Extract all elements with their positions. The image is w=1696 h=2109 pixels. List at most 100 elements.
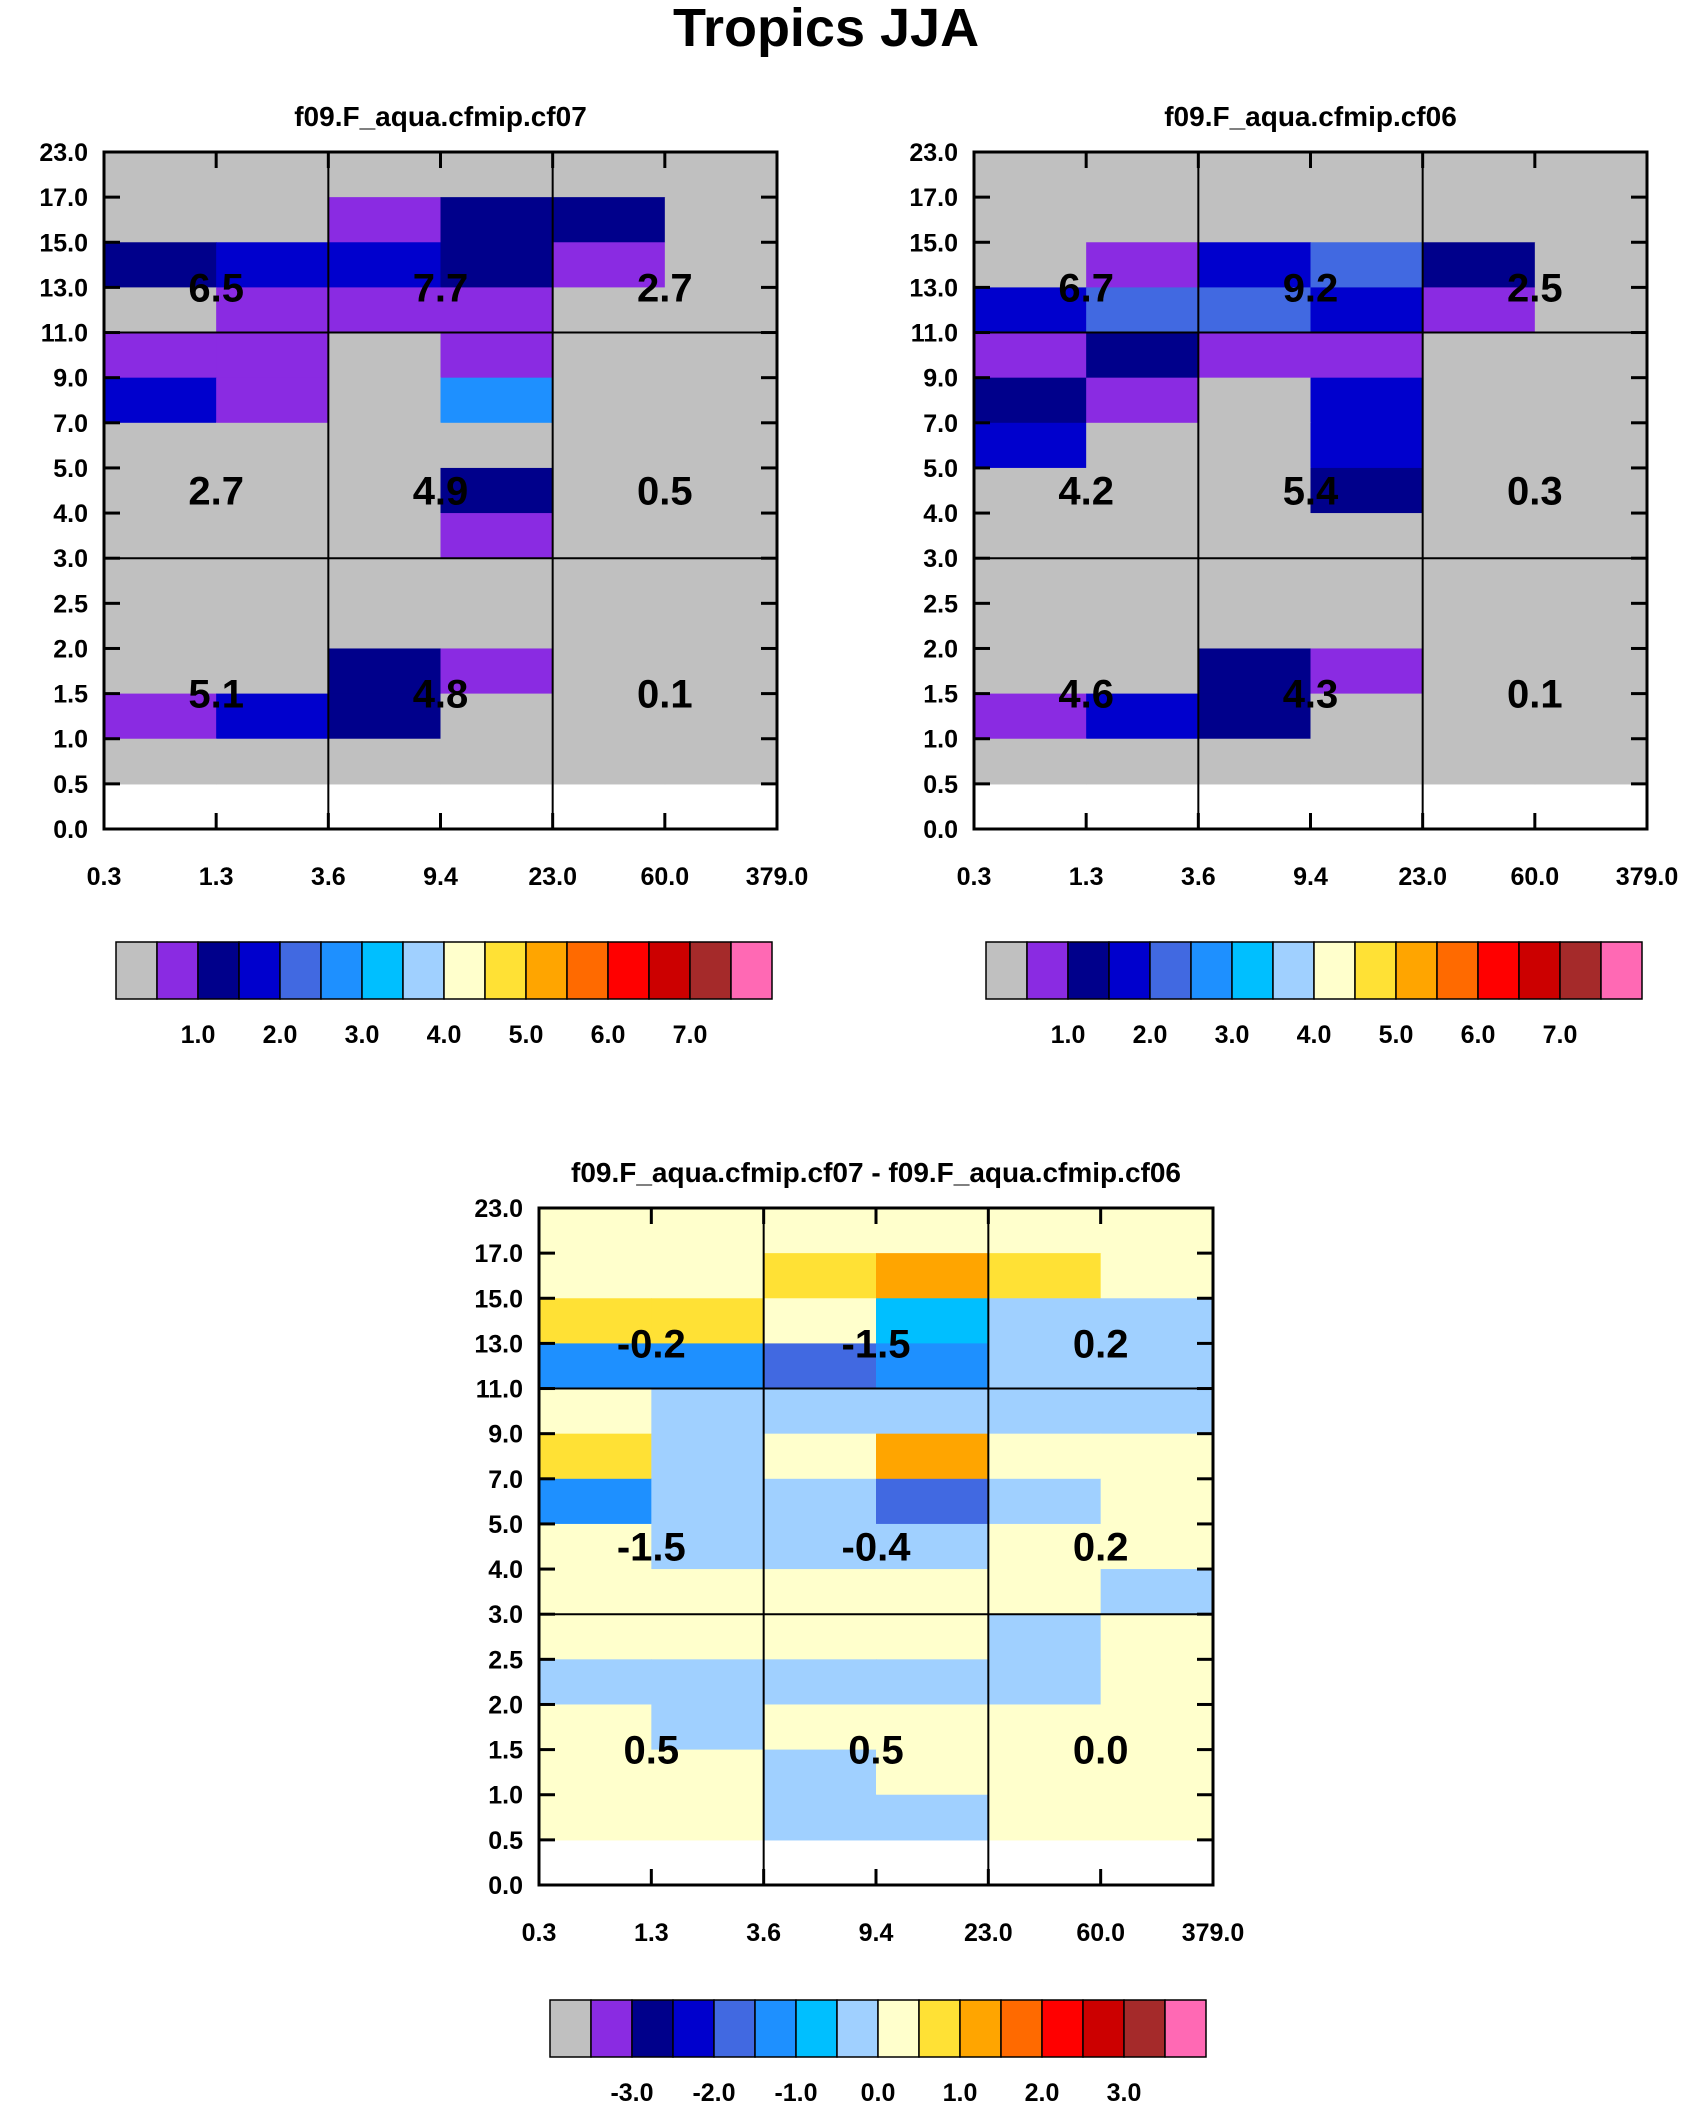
- colorbar-swatch: [525, 941, 568, 1000]
- colorbar-swatch: [1149, 941, 1192, 1000]
- x-tick-label: 1.3: [1069, 863, 1104, 891]
- heatmap-cell: [1198, 287, 1312, 334]
- heatmap-cell: [1086, 332, 1199, 379]
- y-tick-label: 23.0: [909, 139, 958, 167]
- heatmap-cell: [763, 1659, 877, 1706]
- heatmap-cell: [440, 513, 554, 559]
- heatmap-cell: [552, 152, 666, 198]
- heatmap-cell: [552, 332, 666, 379]
- heatmap-cell: [328, 467, 442, 514]
- region-value-label: 2.7: [188, 470, 244, 514]
- heatmap-cell: [664, 693, 778, 740]
- heatmap-cell: [1198, 558, 1312, 604]
- x-tick-label: 9.4: [859, 1919, 894, 1947]
- heatmap-cell: [328, 377, 442, 424]
- heatmap-cell: [328, 242, 442, 288]
- heatmap-cell: [876, 1704, 989, 1751]
- y-tick-label: 2.0: [53, 635, 88, 663]
- y-tick-label: 23.0: [474, 1195, 523, 1223]
- heatmap-cell: [1310, 197, 1424, 243]
- heatmap-cell: [552, 467, 666, 514]
- y-tick-label: 11.0: [911, 320, 958, 348]
- heatmap-cell: [440, 648, 554, 695]
- heatmap-cell: [216, 603, 329, 650]
- heatmap-cell: [104, 197, 217, 243]
- heatmap-cell: [1310, 513, 1424, 559]
- heatmap-cell: [216, 332, 329, 379]
- colorbar-swatch: [1000, 1999, 1043, 2058]
- heatmap-cell: [876, 1433, 989, 1480]
- heatmap-cell: [552, 738, 666, 785]
- y-tick-label: 0.5: [488, 1827, 523, 1855]
- colorbar-swatch: [877, 1999, 920, 2058]
- heatmap-cell: [539, 1659, 652, 1706]
- heatmap-cell: [651, 1794, 765, 1841]
- y-tick-label: 0.5: [923, 771, 958, 799]
- heatmap-cell: [876, 1388, 989, 1435]
- heatmap-cell: [974, 467, 1087, 514]
- region-value-label: 6.7: [1058, 266, 1114, 310]
- heatmap-cell: [1198, 242, 1312, 288]
- heatmap-cell: [1100, 1569, 1214, 1615]
- heatmap-cell: [1086, 603, 1199, 650]
- colorbar-swatch: [197, 941, 240, 1000]
- heatmap-cell: [1534, 558, 1648, 604]
- y-tick-label: 5.0: [923, 455, 958, 483]
- heatmap-cell: [974, 287, 1087, 334]
- colorbar: -3.0 -2.0 -1.0 0.0 1.0 2.0 3.0: [549, 1999, 1207, 2107]
- heatmap-cell: [1422, 197, 1536, 243]
- heatmap-cell: [104, 693, 217, 740]
- heatmap-cell: [664, 332, 778, 379]
- x-tick-label: 9.4: [1293, 863, 1328, 891]
- y-tick-label: 3.0: [488, 1601, 523, 1629]
- heatmap-cell: [1422, 242, 1536, 288]
- colorbar-label: 5.0: [1379, 1021, 1414, 1049]
- heatmap-cell: [104, 332, 217, 379]
- colorbar-swatch: [959, 1999, 1002, 2058]
- colorbar-swatch: [795, 1999, 838, 2058]
- heatmap-cell: [876, 1614, 989, 1660]
- colorbar: 1.0 2.0 3.0 4.0 5.0 6.0 7.0: [115, 941, 773, 1049]
- heatmap-cell: [763, 1569, 877, 1615]
- colorbar-swatch: [1518, 941, 1561, 1000]
- heatmap-cell: [104, 513, 217, 559]
- heatmap-cell: [1310, 738, 1424, 785]
- heatmap-cell: [664, 377, 778, 424]
- heatmap-cell: [552, 242, 666, 288]
- region-value-label: 4.2: [1058, 470, 1114, 514]
- heatmap-cell: [440, 197, 554, 243]
- heatmap-cell: [1100, 1433, 1214, 1480]
- colorbar-swatch: [320, 941, 363, 1000]
- heatmap-cell: [763, 1433, 877, 1480]
- heatmap-cell: [988, 1614, 1102, 1660]
- heatmap-cell: [1198, 377, 1312, 424]
- heatmap-cell: [216, 693, 329, 740]
- heatmap-cell: [763, 1523, 877, 1570]
- heatmap-cell: [763, 1704, 877, 1751]
- chart-title: f09.F_aqua.cfmip.cf07: [294, 101, 587, 132]
- heatmap-cell: [1198, 152, 1312, 198]
- colorbar-swatch: [566, 941, 609, 1000]
- heatmap-cell: [1310, 693, 1424, 740]
- heatmap-cell: [974, 332, 1087, 379]
- heatmap-cell: [1534, 242, 1648, 288]
- region-value-label: 5.4: [1283, 470, 1339, 514]
- heatmap-cell: [1310, 152, 1424, 198]
- heatmap-cell: [651, 1614, 765, 1660]
- colorbar-label: -3.0: [610, 2079, 653, 2107]
- heatmap-cell: [539, 1433, 652, 1480]
- heatmap-cell: [664, 513, 778, 559]
- heatmap-cell: [539, 1298, 652, 1344]
- colorbar-swatch: [836, 1999, 879, 2058]
- heatmap-cell: [664, 648, 778, 695]
- heatmap-cell: [539, 1569, 652, 1615]
- x-tick-label: 3.6: [1181, 863, 1216, 891]
- heatmap-cell: [974, 242, 1087, 288]
- heatmap-cell: [876, 1523, 989, 1570]
- y-tick-label: 3.0: [53, 545, 88, 573]
- heatmap-cell: [440, 558, 554, 604]
- heatmap-cell: [1422, 738, 1536, 785]
- heatmap-cell: [1100, 1478, 1214, 1525]
- heatmap-cell: [876, 1478, 989, 1525]
- heatmap-cell: [876, 1298, 989, 1344]
